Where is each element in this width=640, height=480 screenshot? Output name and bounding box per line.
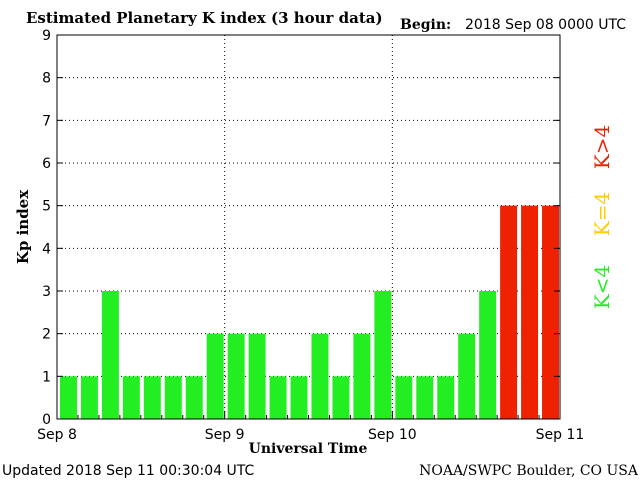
kp-bar [101, 291, 119, 419]
kp-bar [164, 376, 182, 419]
y-tick-label: 3 [42, 284, 51, 300]
y-tick-label: 5 [42, 199, 51, 215]
y-tick-label: 8 [42, 71, 51, 87]
kp-bar [542, 205, 559, 419]
legend-k-above-4: K>4 [590, 125, 614, 169]
source-credit: NOAA/SWPC Boulder, CO USA [419, 463, 639, 479]
x-tick-label: Sep 11 [536, 427, 585, 443]
updated-timestamp: Updated 2018 Sep 11 00:30:04 UTC [2, 463, 255, 479]
kp-bar [290, 376, 308, 419]
kp-bar [479, 291, 497, 419]
kp-bar [521, 205, 539, 419]
plot-axes [56, 34, 561, 420]
bar-series [60, 205, 559, 419]
kp-bar [122, 376, 140, 419]
begin-value: 2018 Sep 08 0000 UTC [465, 17, 626, 33]
y-tick-label: 9 [42, 28, 51, 44]
kp-bar [458, 333, 476, 419]
kp-bar [416, 376, 434, 419]
y-tick-label: 2 [42, 327, 51, 343]
y-tick-label: 4 [42, 241, 51, 257]
y-tick-labels: 0 1 2 3 4 5 6 7 8 9 [42, 28, 51, 428]
plot-grid [57, 34, 560, 419]
kp-bar [143, 376, 161, 419]
legend-k-below-4: K<4 [590, 265, 614, 309]
kp-bar [227, 333, 245, 419]
kp-bar [60, 376, 77, 419]
kp-bar [206, 333, 224, 419]
kp-bar [437, 376, 455, 419]
kp-bar [332, 376, 350, 419]
kp-bar [269, 376, 287, 419]
y-axis-label: Kp index [14, 189, 32, 264]
kp-bar [353, 333, 371, 419]
kp-bar [374, 291, 392, 419]
legend-k-equal-4: K=4 [590, 192, 614, 236]
kp-bar [80, 376, 98, 419]
y-tick-label: 0 [42, 412, 51, 428]
begin-label: Begin: [400, 17, 451, 33]
x-tick-label: Sep 8 [37, 427, 77, 443]
y-tick-label: 7 [42, 113, 51, 129]
x-tick-label: Sep 9 [205, 427, 245, 443]
y-tick-label: 1 [42, 369, 51, 385]
kp-bar [185, 376, 203, 419]
x-tick-labels: Sep 8 Sep 9 Sep 10 Sep 11 [37, 427, 584, 443]
kp-bar [500, 205, 518, 419]
kp-bar [395, 376, 413, 419]
x-axis-label: Universal Time [249, 441, 368, 457]
x-tick-label: Sep 10 [368, 427, 417, 443]
y-tick-label: 6 [42, 156, 51, 172]
chart-title: Estimated Planetary K index (3 hour data… [26, 9, 383, 27]
kp-bar [311, 333, 329, 419]
kp-bar [248, 333, 266, 419]
